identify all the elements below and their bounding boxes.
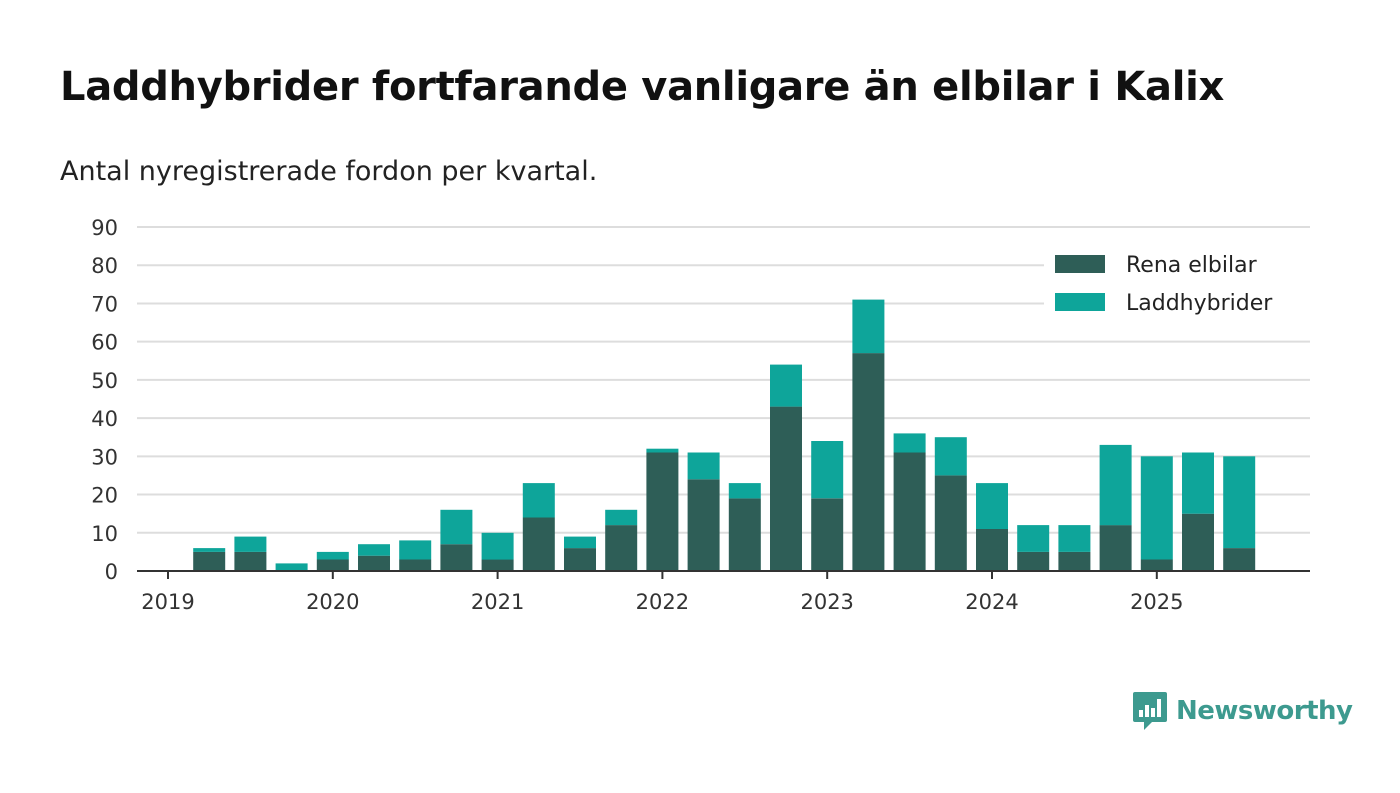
- chart-bubble-icon: [1133, 692, 1167, 730]
- y-tick-label: 10: [91, 522, 118, 546]
- y-tick-label: 40: [91, 407, 118, 431]
- bar-rena-elbilar: [770, 406, 802, 571]
- y-tick-label: 20: [91, 484, 118, 508]
- bar-laddhybrider: [481, 532, 514, 560]
- legend-label: Laddhybrider: [1126, 291, 1273, 316]
- y-tick-label: 80: [91, 254, 118, 278]
- legend-label: Rena elbilar: [1126, 253, 1258, 278]
- bar-rena-elbilar: [399, 559, 432, 571]
- bar-rena-elbilar: [728, 498, 761, 571]
- bar-laddhybrider: [934, 437, 967, 476]
- bar-rena-elbilar: [358, 555, 390, 571]
- bar-laddhybrider: [440, 509, 473, 545]
- x-tick-label: 2022: [636, 590, 689, 614]
- y-tick-label: 0: [105, 560, 118, 584]
- bar-laddhybrider: [811, 441, 844, 499]
- bar-rena-elbilar: [316, 559, 349, 571]
- x-tick-label: 2021: [471, 590, 524, 614]
- bar-laddhybrider: [687, 452, 720, 480]
- bar-rena-elbilar: [234, 551, 267, 571]
- bar-laddhybrider: [976, 483, 1008, 529]
- bar-rena-elbilar: [1140, 559, 1173, 571]
- bar-laddhybrider: [1223, 456, 1256, 548]
- bar-laddhybrider: [193, 548, 226, 552]
- bar-rena-elbilar: [852, 353, 885, 571]
- bar-laddhybrider: [1058, 525, 1091, 552]
- stacked-bar-chart: 0 10 20 30 40 50 60 70 80 90 2019 2020 2021 2022 2023 2…: [91, 216, 1344, 614]
- bar-rena-elbilar: [893, 452, 926, 571]
- bar-laddhybrider: [358, 544, 390, 556]
- brand-name: Newsworthy: [1176, 696, 1353, 726]
- bar-rena-elbilar: [1017, 551, 1050, 571]
- y-tick-label: 30: [91, 445, 118, 469]
- bar-laddhybrider: [1140, 456, 1173, 560]
- bar-laddhybrider: [275, 563, 308, 571]
- bar-rena-elbilar: [481, 559, 514, 571]
- bar-rena-elbilar: [1182, 513, 1214, 571]
- x-tick-label: 2019: [141, 590, 194, 614]
- bar-rena-elbilar: [811, 498, 844, 571]
- bar-rena-elbilar: [522, 517, 555, 571]
- x-tick-label: 2023: [800, 590, 853, 614]
- bar-laddhybrider: [316, 551, 349, 560]
- bar-laddhybrider: [605, 509, 638, 526]
- x-tick-label: 2020: [306, 590, 359, 614]
- bar-laddhybrider: [770, 364, 802, 407]
- bar-laddhybrider: [728, 483, 761, 499]
- bar-laddhybrider: [1017, 525, 1050, 552]
- bar-rena-elbilar: [605, 525, 638, 571]
- y-tick-label: 60: [91, 331, 118, 355]
- chart-title: Laddhybrider fortfarande vanligare än el…: [60, 64, 1225, 110]
- bar-rena-elbilar: [1058, 551, 1091, 571]
- x-tick-label: 2025: [1130, 590, 1183, 614]
- legend-swatch-rena-elbilar: [1055, 255, 1105, 273]
- legend-swatch-laddhybrider: [1055, 293, 1105, 311]
- bars: [193, 299, 1256, 571]
- x-tick-label: 2024: [965, 590, 1018, 614]
- chart-subtitle: Antal nyregistrerade fordon per kvartal.: [60, 156, 598, 187]
- bar-rena-elbilar: [687, 479, 720, 571]
- y-tick-label: 70: [91, 292, 118, 316]
- bar-laddhybrider: [646, 448, 679, 453]
- bar-rena-elbilar: [1099, 525, 1132, 571]
- bar-laddhybrider: [399, 540, 432, 560]
- brand-logo: Newsworthy: [1132, 690, 1353, 732]
- bar-laddhybrider: [893, 433, 926, 453]
- bar-laddhybrider: [564, 536, 596, 549]
- bar-rena-elbilar: [646, 452, 679, 571]
- bar-rena-elbilar: [564, 548, 596, 571]
- bar-laddhybrider: [1099, 444, 1132, 526]
- bar-laddhybrider: [1182, 452, 1214, 514]
- bar-rena-elbilar: [934, 475, 967, 571]
- legend: Rena elbilar Laddhybrider: [1044, 244, 1344, 324]
- bar-laddhybrider: [234, 536, 267, 552]
- bar-laddhybrider: [522, 483, 555, 518]
- bar-laddhybrider: [852, 299, 885, 354]
- y-tick-label: 50: [91, 369, 118, 393]
- y-tick-label: 90: [91, 216, 118, 240]
- bar-rena-elbilar: [440, 544, 473, 571]
- bar-rena-elbilar: [193, 551, 226, 571]
- bar-rena-elbilar: [976, 529, 1008, 571]
- axes: 0 10 20 30 40 50 60 70 80 90 2019 2020 2021 2022 2023 2…: [91, 216, 1310, 614]
- bar-rena-elbilar: [1223, 548, 1256, 571]
